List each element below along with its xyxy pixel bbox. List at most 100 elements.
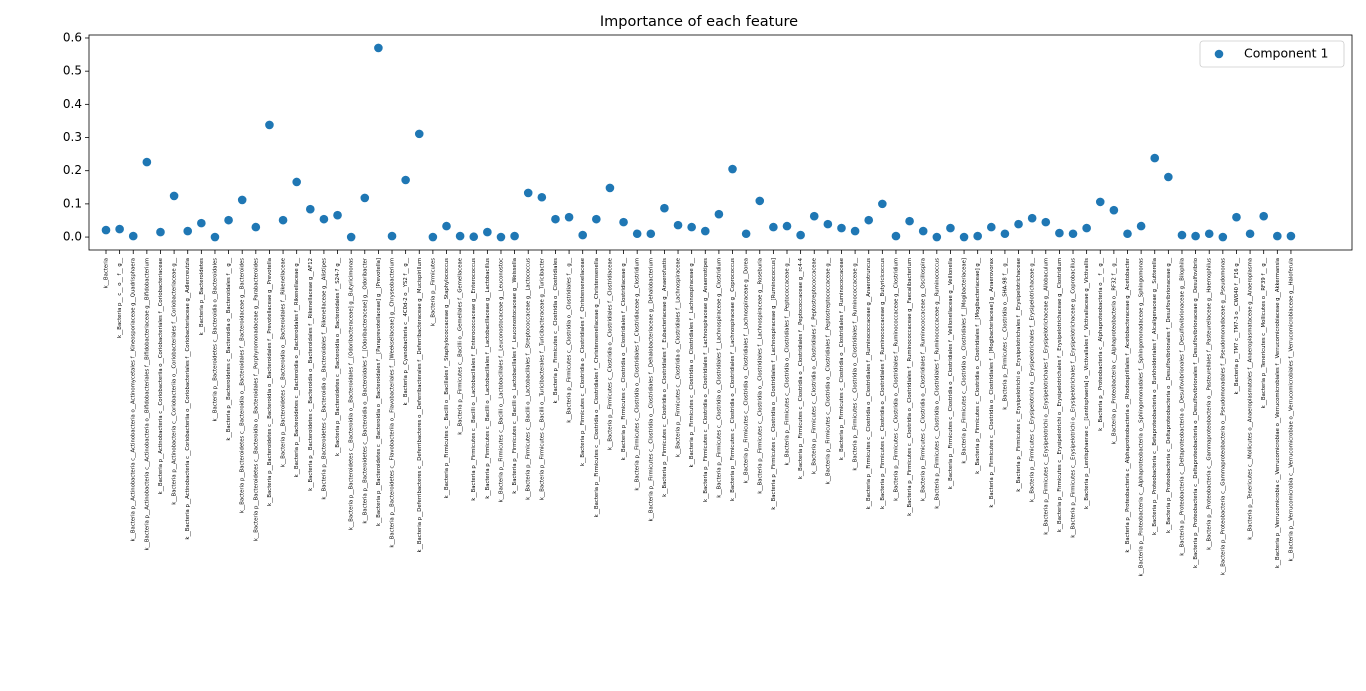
x-tick-label: k__Bacteria p__Bacteroidetes c__Bacteroi… [253, 258, 259, 541]
x-tick-label: k__Bacteria p__Firmicutes c__Bacilli o__… [512, 258, 518, 494]
point [1245, 229, 1255, 239]
x-tick-label: k__Bacteria p__Bacteroidetes c__Bacteroi… [321, 258, 327, 500]
point [510, 231, 519, 241]
x-tick-label: k__Bacteria p__Firmicutes c__Bacilli o__… [485, 258, 491, 499]
point [537, 192, 547, 202]
x-tick-label: k__Bacteria p__Proteobacteria c__Deltapr… [1179, 258, 1185, 556]
point [932, 232, 942, 242]
x-tick-label: k__Bacteria p__Firmicutes c__Clostridia … [703, 258, 709, 502]
x-tick-label: k__Bacteria p__Proteobacteria c__Alphapr… [1139, 258, 1145, 577]
x-tick-label: k__Bacteria p__Firmicutes c__Clostridia … [798, 257, 804, 479]
x-tick-label: k__Bacteria p__Proteobacteria c__Alphapr… [1098, 258, 1104, 431]
x-tick-label: k__Bacteria p__Firmicutes c__Clostridia … [975, 258, 981, 474]
point [878, 199, 887, 209]
point [1164, 172, 1173, 182]
x-tick-label: k__Bacteria p__Firmicutes c__Clostridia … [744, 258, 750, 483]
x-tick-label: k__Bacteria p__Tenericutes c__Mollicutes… [1248, 258, 1254, 540]
point [265, 120, 274, 130]
x-tick-label: k__Bacteria p__Firmicutes c__Erysipelotr… [1030, 258, 1036, 502]
x-tick-label: k__Bacteria p__Proteobacteria c__Betapro… [1152, 258, 1158, 535]
x-tick-label: k__Bacteria p__Bacteroidetes c__Bacteroi… [349, 258, 355, 530]
point [1041, 217, 1051, 227]
point [619, 217, 628, 227]
point [905, 216, 914, 226]
point [401, 175, 410, 185]
x-tick-label: k__Bacteria p__Actinobacteria c__Actinob… [131, 258, 137, 542]
point [496, 232, 506, 242]
x-tick-label: k__Bacteria p__Firmicutes c__Clostridia … [730, 258, 736, 501]
point [387, 231, 397, 241]
point [1232, 212, 1241, 222]
x-tick-label: k__Bacteria p__Verrucomicrobia c__Verruc… [1288, 258, 1294, 561]
x-tick-label: k__Bacteria p__Firmicutes c__Bacilli o__… [471, 258, 477, 501]
x-tick-label: k__Bacteria p__Firmicutes c__Bacilli o__… [458, 258, 464, 435]
point [1204, 229, 1214, 239]
point [101, 225, 111, 235]
x-tick-label: k__Bacteria p__Firmicutes c__Clostridia … [921, 258, 927, 501]
x-tick-label: k__Bacteria p__Firmicutes c__Clostridia … [989, 258, 995, 508]
x-tick-label: k__Bacteria p__Firmicutes c__Clostridia … [853, 258, 859, 471]
x-tick-label: k__Bacteria [104, 258, 110, 288]
point [1014, 219, 1023, 229]
point [551, 214, 560, 224]
x-tick-label: k__Bacteria p__Firmicutes c__Bacilli o__… [498, 258, 504, 502]
x-tick-label: k__Bacteria p__Firmicutes c__Clostridia … [662, 258, 668, 497]
y-tick-label: 0.2 [63, 163, 82, 177]
x-tick-label: k__Bacteria p__Firmicutes c__Clostridia … [567, 258, 573, 423]
point [755, 196, 765, 206]
x-tick-label: k__Bacteria p__Firmicutes [430, 258, 436, 326]
point [1177, 230, 1187, 240]
point [728, 164, 737, 174]
x-tick-label: k__Bacteria p__Firmicutes c__Erysipelotr… [1071, 258, 1077, 538]
x-tick-label: k__Bacteria p__Verrucomicrobia c__Verruc… [1275, 258, 1281, 568]
plot-frame [88, 34, 1353, 251]
point [687, 222, 696, 232]
x-tick-label: k__Bacteria p__Proteobacteria c__Alphapr… [1111, 258, 1117, 445]
point [1109, 205, 1119, 215]
x-tick-label: k__Bacteria p__Bacteroidetes c__Flavobac… [390, 258, 396, 548]
x-tick-label: k__Bacteria p__Firmicutes c__Erysipelotr… [1016, 258, 1022, 492]
x-tick-label: k__Bacteria p__Firmicutes c__Clostridia … [825, 258, 831, 485]
x-tick-label: k__Bacteria p__Actinobacteria c__Corioba… [185, 258, 191, 540]
point [442, 221, 451, 231]
x-tick-label: k__Bacteria p__Firmicutes c__Clostridia … [934, 258, 940, 509]
point [428, 232, 438, 242]
y-tick-label: 0.6 [63, 30, 82, 44]
x-tick-label: k__Bacteria p__Firmicutes c__Clostridia … [716, 258, 722, 498]
x-tick-label: k__Bacteria p__Lentisphaerae c__[Lentisp… [1084, 258, 1090, 509]
point [374, 43, 383, 53]
point [128, 231, 138, 241]
point [1027, 213, 1037, 223]
point [156, 227, 165, 237]
point [278, 215, 288, 225]
legend-marker [1214, 49, 1224, 59]
point [1286, 231, 1296, 241]
x-tick-label: k__Bacteria p__Bacteroidetes c__Bacteroi… [376, 258, 382, 526]
point [891, 231, 901, 241]
y-tick-label: 0.5 [63, 64, 82, 78]
y-tick-label: 0.4 [63, 97, 82, 111]
point [1136, 221, 1146, 231]
x-tick-label: k__Bacteria p__Bacteroidetes c__Bacteroi… [335, 258, 341, 456]
x-tick-label: k__Bacteria p__ c__ o__ f__ g__ [117, 258, 123, 338]
point [523, 188, 533, 198]
point [605, 183, 615, 193]
point [319, 214, 329, 224]
point [1000, 229, 1010, 239]
point [224, 215, 233, 225]
x-tick-label: k__Bacteria p__Firmicutes c__Clostridia … [553, 258, 559, 404]
x-tick-label: k__Bacteria p__Firmicutes c__Clostridia … [580, 258, 586, 466]
point [1095, 197, 1105, 207]
point [1218, 232, 1228, 242]
x-tick-label: k__Bacteria p__Cyanobacteria c__4C0d-2 o… [403, 258, 409, 406]
point [850, 226, 860, 236]
x-tick-label: k__Bacteria p__Bacteroidetes [199, 258, 205, 336]
x-tick-label: k__Bacteria p__Tenericutes c__Mollicutes… [1261, 258, 1267, 409]
legend-box [1199, 40, 1345, 68]
point [946, 223, 955, 233]
x-tick-label: k__Bacteria p__Proteobacteria c__Gammapr… [1220, 258, 1226, 575]
x-tick-label: k__Bacteria p__Actinobacteria c__Corioba… [172, 258, 178, 505]
point [823, 219, 833, 229]
